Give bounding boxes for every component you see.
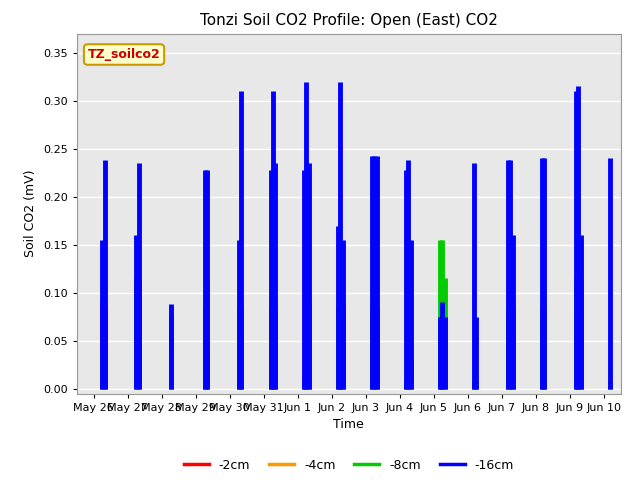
Legend: -2cm, -4cm, -8cm, -16cm: -2cm, -4cm, -8cm, -16cm [179, 454, 519, 477]
Text: TZ_soilco2: TZ_soilco2 [88, 48, 161, 61]
X-axis label: Time: Time [333, 418, 364, 431]
Title: Tonzi Soil CO2 Profile: Open (East) CO2: Tonzi Soil CO2 Profile: Open (East) CO2 [200, 13, 498, 28]
Y-axis label: Soil CO2 (mV): Soil CO2 (mV) [24, 170, 38, 257]
